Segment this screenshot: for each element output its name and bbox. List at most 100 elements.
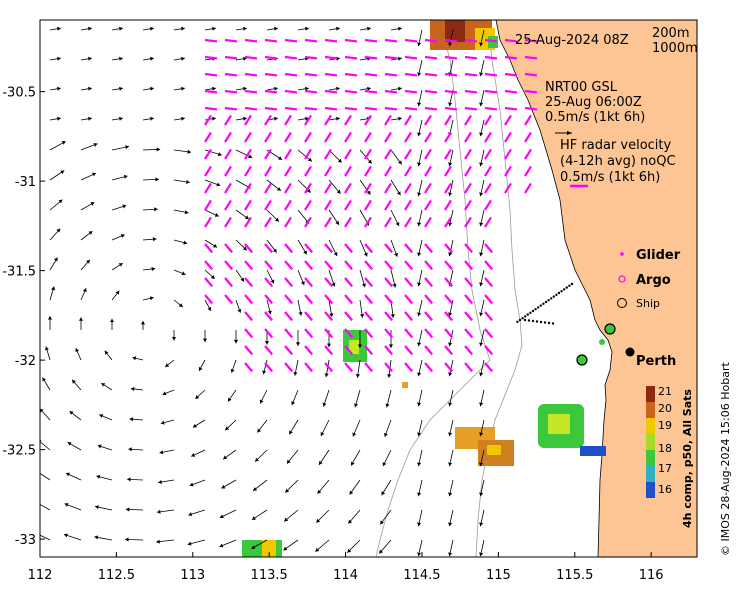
hf-radar-arrow bbox=[364, 72, 378, 77]
hf-radar-arrow bbox=[364, 216, 372, 228]
hf-radar-arrow bbox=[204, 89, 218, 94]
hf-radar-arrow bbox=[264, 311, 274, 322]
hf-radar-arrow bbox=[224, 277, 234, 288]
gsl-arrow-head bbox=[448, 552, 453, 557]
hf-radar-arrow bbox=[244, 260, 254, 271]
gsl-arrow-head bbox=[165, 363, 170, 368]
hf-radar-arrow bbox=[264, 277, 274, 288]
gsl-arrow-head bbox=[159, 450, 164, 455]
hf-radar-arrow bbox=[524, 89, 538, 94]
gsl-arrow-head bbox=[398, 26, 402, 31]
glider-track-dot bbox=[551, 322, 555, 325]
hf-radar-arrow bbox=[524, 106, 538, 111]
hf-radar-arrow bbox=[324, 311, 334, 322]
hf-radar-arrow bbox=[204, 38, 218, 43]
hf-radar-arrow bbox=[244, 55, 258, 60]
gsl-arrow-head bbox=[448, 402, 453, 407]
gsl-arrow-head bbox=[64, 502, 69, 507]
gsl-arrow-head bbox=[316, 518, 321, 523]
gsl-arrow-head bbox=[303, 250, 307, 255]
hf-radar-arrow bbox=[364, 148, 372, 160]
hf-radar-arrow bbox=[244, 311, 254, 322]
gsl-arrow-head bbox=[127, 477, 131, 482]
hf-radar-arrow bbox=[484, 216, 492, 228]
gsl-arrow-head bbox=[347, 548, 352, 553]
hf-radar-arrow bbox=[424, 216, 432, 228]
hf-radar-arrow bbox=[364, 260, 374, 271]
hf-radar-arrow bbox=[384, 328, 394, 339]
gsl-arrow-head bbox=[240, 277, 245, 282]
gsl-arrow-head bbox=[119, 56, 123, 61]
hf-radar-arrow bbox=[224, 182, 232, 194]
gsl-arrow-head bbox=[129, 417, 134, 422]
gsl-arrow-head bbox=[227, 397, 232, 402]
hf-radar-arrow bbox=[424, 55, 438, 60]
hf-radar-arrow bbox=[524, 182, 532, 194]
gsl-arrow-head bbox=[150, 26, 154, 31]
hf-radar-arrow bbox=[344, 260, 354, 271]
hf-radar-arrow bbox=[464, 328, 474, 339]
hf-radar-arrow bbox=[304, 148, 312, 160]
hf-legend-line3: 0.5m/s (1kt 6h) bbox=[560, 170, 660, 185]
hf-radar-arrow bbox=[464, 345, 474, 356]
hf-radar-arrow bbox=[404, 165, 412, 177]
hf-radar-arrow bbox=[464, 311, 474, 322]
gsl-arrow-head bbox=[57, 56, 61, 61]
gsl-legend-line3: 0.5m/s (1kt 6h) bbox=[545, 110, 645, 125]
ship-symbol bbox=[617, 298, 627, 308]
gsl-arrow-head bbox=[382, 462, 387, 467]
glider-track-dot bbox=[524, 315, 527, 318]
gsl-arrow-head bbox=[212, 116, 216, 121]
hf-radar-arrow bbox=[384, 165, 392, 177]
hf-radar-arrow bbox=[344, 345, 354, 356]
hf-radar-arrow bbox=[304, 114, 312, 126]
gsl-arrow-head bbox=[479, 162, 484, 167]
gsl-arrow-head bbox=[479, 372, 484, 377]
hf-radar-arrow bbox=[204, 165, 212, 177]
gsl-arrow-head bbox=[264, 341, 270, 345]
hf-radar-arrow bbox=[304, 345, 314, 356]
hf-radar-arrow bbox=[384, 277, 394, 288]
gsl-arrow bbox=[40, 472, 51, 481]
hf-radar-arrow bbox=[524, 131, 532, 143]
x-tick-label: 115 bbox=[486, 568, 511, 583]
hf-radar-arrow bbox=[284, 182, 292, 194]
hf-radar-arrow bbox=[264, 362, 274, 373]
gsl-arrow-head bbox=[394, 252, 399, 257]
hf-radar-arrow bbox=[264, 89, 278, 94]
gsl-arrow-head bbox=[158, 479, 162, 485]
gsl-arrow-head bbox=[479, 312, 484, 317]
gsl-arrow-head bbox=[367, 86, 371, 91]
gsl-arrow-head bbox=[230, 368, 235, 373]
hf-radar-arrow bbox=[504, 148, 512, 160]
gsl-arrow-head bbox=[183, 240, 188, 245]
gsl-arrow-head bbox=[125, 537, 129, 542]
hf-radar-arrow bbox=[484, 277, 494, 288]
hf-radar-arrow bbox=[364, 131, 372, 143]
glider-track-dot bbox=[539, 304, 542, 307]
sst-patch-east bbox=[538, 404, 606, 456]
map-title: 25-Aug-2024 08Z bbox=[515, 33, 629, 48]
gsl-arrow-head bbox=[47, 316, 53, 320]
x-tick-label: 116 bbox=[639, 568, 664, 583]
hf-radar-arrow bbox=[224, 114, 232, 126]
hf-legend-line2: (4-12h avg) noQC bbox=[560, 154, 676, 169]
gsl-arrow-head bbox=[448, 252, 453, 257]
hf-radar-arrow bbox=[444, 106, 458, 111]
hf-radar-arrow bbox=[524, 148, 532, 160]
gsl-arrow-head bbox=[417, 222, 422, 227]
gsl-arrow-head bbox=[150, 56, 154, 61]
glider-track-dot bbox=[534, 308, 537, 311]
glider-track-dot bbox=[560, 290, 563, 293]
hf-radar-arrow bbox=[424, 345, 434, 356]
gsl-arrow-head bbox=[95, 505, 99, 510]
gsl-arrow-head bbox=[275, 217, 279, 222]
gsl-arrow-head bbox=[417, 132, 422, 137]
gsl-arrow-head bbox=[69, 411, 74, 415]
hf-radar-arrow bbox=[384, 106, 398, 111]
hf-radar-arrow bbox=[344, 165, 352, 177]
gsl-arrow-head bbox=[300, 281, 305, 286]
hf-radar-arrow bbox=[364, 165, 372, 177]
gsl-arrow-head bbox=[65, 472, 70, 477]
gsl-arrow-head bbox=[348, 519, 353, 524]
